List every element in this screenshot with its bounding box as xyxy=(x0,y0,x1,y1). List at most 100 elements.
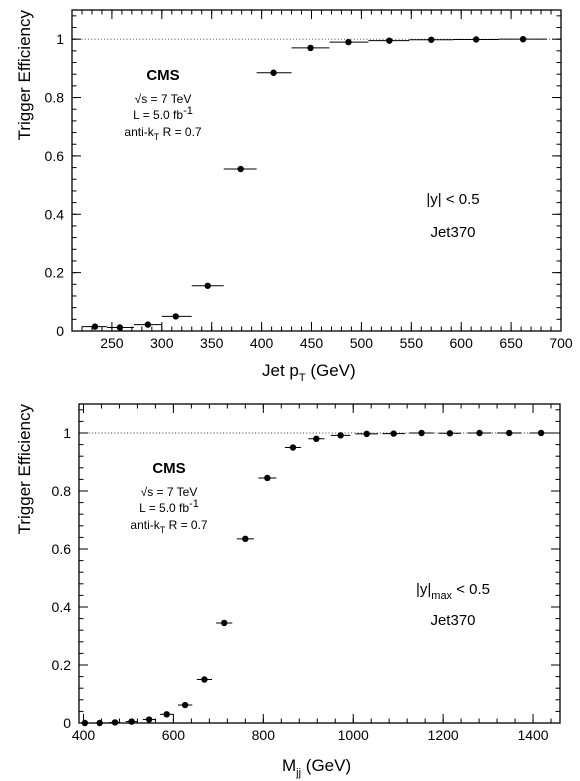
data-point xyxy=(363,430,370,438)
data-point xyxy=(519,35,527,43)
x-tick-label: 800 xyxy=(252,727,276,743)
plot-frame xyxy=(78,403,561,724)
data-point xyxy=(289,444,297,451)
energy-label: √s = 7 TeV xyxy=(141,485,198,499)
x-axis-label-sub: T xyxy=(299,372,306,384)
x-tick-label: 600 xyxy=(162,727,186,743)
algorithm-main: anti-k xyxy=(130,518,160,532)
y-tick-label: 0 xyxy=(56,323,64,339)
rapidity-main: |y| xyxy=(416,581,431,598)
x-axis-label-sub: jj xyxy=(295,767,301,779)
y-tick-label: 0.6 xyxy=(52,541,72,557)
y-tick-label: 0 xyxy=(63,715,71,731)
data-point xyxy=(111,719,119,726)
algorithm-rest: R = 0.7 xyxy=(159,125,202,139)
data-point xyxy=(181,701,189,709)
data-point xyxy=(264,474,271,482)
x-axis-label-unit: (GeV) xyxy=(306,361,356,380)
x-axis-label-main: M xyxy=(282,756,296,775)
x-tick-label: 1200 xyxy=(428,727,459,743)
cms-label: CMS xyxy=(152,460,185,477)
data-point xyxy=(472,36,480,43)
x-tick-label: 700 xyxy=(549,335,573,351)
algorithm-label: anti-kT R = 0.7 xyxy=(130,518,208,535)
data-point xyxy=(313,435,320,442)
luminosity-label: L = 5.0 fb-1 xyxy=(139,498,199,515)
data-point xyxy=(220,619,228,627)
trigger-label: Jet370 xyxy=(430,612,475,629)
data-point xyxy=(144,321,152,328)
data-point xyxy=(418,429,425,437)
luminosity-exponent: -1 xyxy=(183,105,193,117)
data-point xyxy=(537,429,545,437)
x-axis-label: Mjj (GeV) xyxy=(282,756,351,779)
data-point xyxy=(128,718,135,725)
x-tick-label: 400 xyxy=(72,727,96,743)
data-point xyxy=(506,429,513,437)
data-point xyxy=(81,719,89,727)
x-axis-label: Jet pT (GeV) xyxy=(262,361,356,384)
y-tick-label: 0.8 xyxy=(52,483,72,499)
energy-label: √s = 7 TeV xyxy=(135,92,192,106)
plot-frame xyxy=(71,9,562,332)
data-point xyxy=(242,535,249,543)
data-point xyxy=(390,430,397,437)
data-point xyxy=(476,429,483,437)
rapidity-sub: max xyxy=(431,590,452,602)
algorithm-label: anti-kT R = 0.7 xyxy=(124,125,202,142)
x-tick-label: 500 xyxy=(350,335,374,351)
y-tick-label: 0.6 xyxy=(45,148,65,164)
x-tick-label: 600 xyxy=(450,335,474,351)
rapidity-cut-label: |y|max < 0.5 xyxy=(416,581,490,602)
panel-mjj: 400 600 800 1000 1200 1400 0 0.2 0.4 0.6 0.8 1 Mjj (… xyxy=(15,403,561,779)
y-axis-label: Trigger Efficiency xyxy=(15,404,34,535)
data-point xyxy=(163,711,170,718)
rapidity-rest: < 0.5 xyxy=(452,581,490,598)
data-point xyxy=(201,676,208,683)
algorithm-main: anti-k xyxy=(124,125,154,139)
y-tick-label: 1 xyxy=(56,31,64,47)
data-point xyxy=(446,430,454,437)
y-axis-label: Trigger Efficiency xyxy=(15,10,34,141)
trigger-label: Jet370 xyxy=(430,224,475,241)
y-tick-label: 0.8 xyxy=(45,90,65,106)
data-point xyxy=(345,38,352,46)
y-tick-label: 0.2 xyxy=(52,657,72,673)
rapidity-main: |y| < 0.5 xyxy=(426,191,479,208)
data-point xyxy=(204,282,211,289)
data-point xyxy=(172,313,179,320)
rapidity-cut-label: |y| < 0.5 xyxy=(426,191,479,208)
data-point xyxy=(337,432,344,439)
x-tick-label: 550 xyxy=(400,335,424,351)
x-tick-label: 250 xyxy=(100,335,124,351)
luminosity-label: L = 5.0 fb-1 xyxy=(133,105,193,122)
algorithm-sub: T xyxy=(160,525,166,535)
x-tick-label: 300 xyxy=(150,335,174,351)
x-tick-label: 350 xyxy=(200,335,224,351)
data-point xyxy=(237,165,244,173)
x-tick-label: 650 xyxy=(499,335,523,351)
data-point xyxy=(91,323,99,330)
x-tick-label: 1000 xyxy=(338,727,369,743)
data-point xyxy=(270,69,277,76)
luminosity-main: L = 5.0 fb xyxy=(133,108,183,122)
luminosity-main: L = 5.0 fb xyxy=(139,501,189,515)
data-point xyxy=(428,36,435,43)
algorithm-sub: T xyxy=(154,132,160,142)
y-tick-label: 0.4 xyxy=(45,206,65,222)
algorithm-rest: R = 0.7 xyxy=(165,518,208,532)
x-tick-label: 1400 xyxy=(517,727,548,743)
data-point xyxy=(386,37,393,44)
data-point xyxy=(145,716,153,723)
y-tick-label: 0.2 xyxy=(45,265,65,281)
y-tick-label: 1 xyxy=(63,425,71,441)
x-tick-label: 450 xyxy=(300,335,324,351)
cms-label: CMS xyxy=(146,67,179,84)
x-axis-label-unit: (GeV) xyxy=(301,756,351,775)
x-axis-label-main: Jet p xyxy=(262,361,299,380)
x-tick-label: 400 xyxy=(250,335,274,351)
panel-jet-pt: 250 300 350 400 450 500 550 600 650 700 0 0.2 0.4 0.6… xyxy=(15,9,573,384)
data-point xyxy=(116,324,124,331)
data-point xyxy=(96,719,103,727)
